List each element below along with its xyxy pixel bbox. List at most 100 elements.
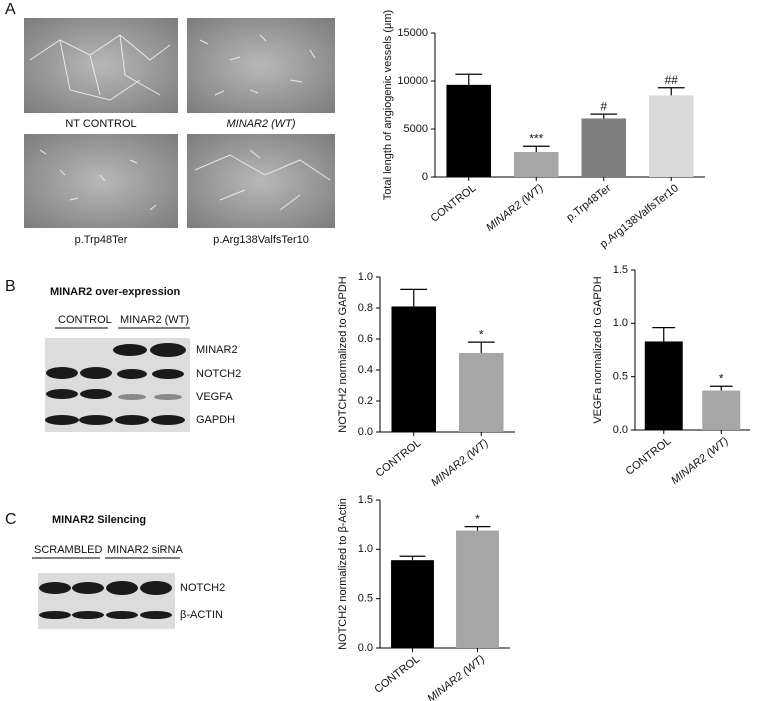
vessels (39, 149, 157, 211)
blot-band (106, 581, 138, 595)
blot-row-label: β-ACTIN (180, 609, 223, 621)
x-tick-label: CONTROL (374, 437, 424, 480)
blot-band (39, 582, 71, 594)
y-tick-label: 0 (422, 171, 428, 183)
blot-group: MINAR2 (WT) (120, 314, 189, 326)
y-tick-label: 1.5 (358, 494, 373, 506)
vessels (29, 34, 171, 101)
blot-band (79, 415, 113, 425)
blot-row-label: NOTCH2 (196, 368, 241, 380)
y-tick-label: 15000 (397, 27, 428, 39)
y-tick-label: 1.0 (358, 271, 373, 283)
blot-band (140, 611, 172, 619)
blot-band (39, 611, 71, 619)
blot-band (46, 367, 78, 379)
x-tick-label: MINAR2 (WT) (484, 182, 546, 234)
bar (391, 560, 434, 648)
significance-label: * (475, 512, 480, 526)
blot-row-label: GAPDH (196, 414, 235, 426)
image-caption: MINAR2 (WT) (226, 118, 295, 130)
y-tick-label: 1.5 (613, 264, 628, 276)
bar (513, 152, 559, 177)
blot-band (115, 415, 149, 425)
blot-band (72, 582, 104, 594)
image-caption: NT CONTROL (65, 118, 136, 130)
significance-label: # (600, 99, 607, 113)
y-axis-label: Total length of angiogenic vessels (μm) (382, 10, 394, 200)
y-axis-label: NOTCH2 normalized to GAPDH (337, 276, 349, 433)
significance-label: ## (665, 73, 679, 87)
x-tick-label: CONTROL (372, 653, 422, 696)
y-tick-label: 0.0 (358, 426, 373, 438)
x-tick-label: p.Trp48Ter (564, 182, 613, 224)
blot-band (45, 415, 79, 425)
significance-label: * (719, 371, 724, 385)
bar (446, 84, 492, 177)
bar (581, 118, 627, 177)
y-tick-label: 0.8 (358, 302, 373, 314)
blot-title: MINAR2 over-expression (50, 286, 180, 298)
bar (458, 352, 504, 432)
blot-group: CONTROL (58, 314, 112, 326)
blot-band (118, 394, 146, 400)
blot-band (80, 389, 112, 399)
y-tick-label: 1.0 (358, 543, 373, 555)
blot-group: MINAR2 siRNA (107, 544, 183, 556)
y-axis-label: NOTCH2 normalized to β-Actin (337, 498, 349, 650)
panel-label: B (5, 278, 16, 295)
blot-row-label: NOTCH2 (180, 582, 225, 594)
y-tick-label: 0.4 (358, 364, 373, 376)
panel-label: C (5, 511, 17, 528)
blot (38, 573, 175, 629)
y-tick-label: 0.0 (358, 642, 373, 654)
blot-band (150, 343, 186, 357)
blot-band (113, 344, 147, 356)
significance-label: *** (529, 131, 543, 145)
micrograph (24, 18, 178, 113)
blot-band (151, 415, 185, 425)
blot-band (46, 389, 78, 399)
x-tick-label: CONTROL (429, 182, 479, 225)
y-tick-label: 10000 (397, 75, 428, 87)
blot-group: SCRAMBLED (34, 544, 103, 556)
blot-row-label: MINAR2 (196, 344, 238, 356)
micrographs (24, 18, 335, 228)
y-tick-label: 5000 (404, 123, 428, 135)
vessels (199, 34, 316, 96)
bar (702, 390, 741, 430)
blot-band (117, 369, 147, 379)
y-tick-label: 0.0 (613, 424, 628, 436)
blot-band (154, 394, 182, 400)
blot-band (140, 581, 172, 595)
significance-label: * (479, 327, 484, 341)
y-tick-label: 1.0 (613, 317, 628, 329)
bar (644, 341, 683, 430)
micrograph (24, 134, 178, 228)
blot-band (72, 611, 104, 619)
blot-row-label: VEGFA (196, 391, 233, 403)
micrograph (187, 18, 335, 113)
blot-band (152, 369, 184, 379)
blot-band (80, 367, 112, 379)
bar (391, 306, 437, 432)
blot-title: MINAR2 Silencing (52, 514, 146, 526)
image-caption: p.Arg138ValfsTer10 (213, 234, 309, 246)
blot-band (106, 611, 138, 619)
panel-label: A (5, 1, 16, 18)
vessels (194, 149, 331, 211)
bar (456, 530, 499, 648)
blot (45, 338, 190, 432)
x-tick-label: MINAR2 (WT) (669, 435, 731, 487)
image-caption: p.Trp48Ter (75, 234, 128, 246)
micrograph (187, 134, 335, 228)
y-tick-label: 0.2 (358, 395, 373, 407)
y-tick-label: 0.5 (358, 593, 373, 605)
x-tick-label: MINAR2 (WT) (425, 653, 487, 701)
x-tick-label: MINAR2 (WT) (429, 437, 491, 489)
y-axis-label: VEGFa normalized to GAPDH (592, 276, 604, 423)
x-tick-label: CONTROL (624, 435, 674, 478)
y-tick-label: 0.5 (613, 371, 628, 383)
y-tick-label: 0.6 (358, 333, 373, 345)
bar (648, 95, 694, 177)
